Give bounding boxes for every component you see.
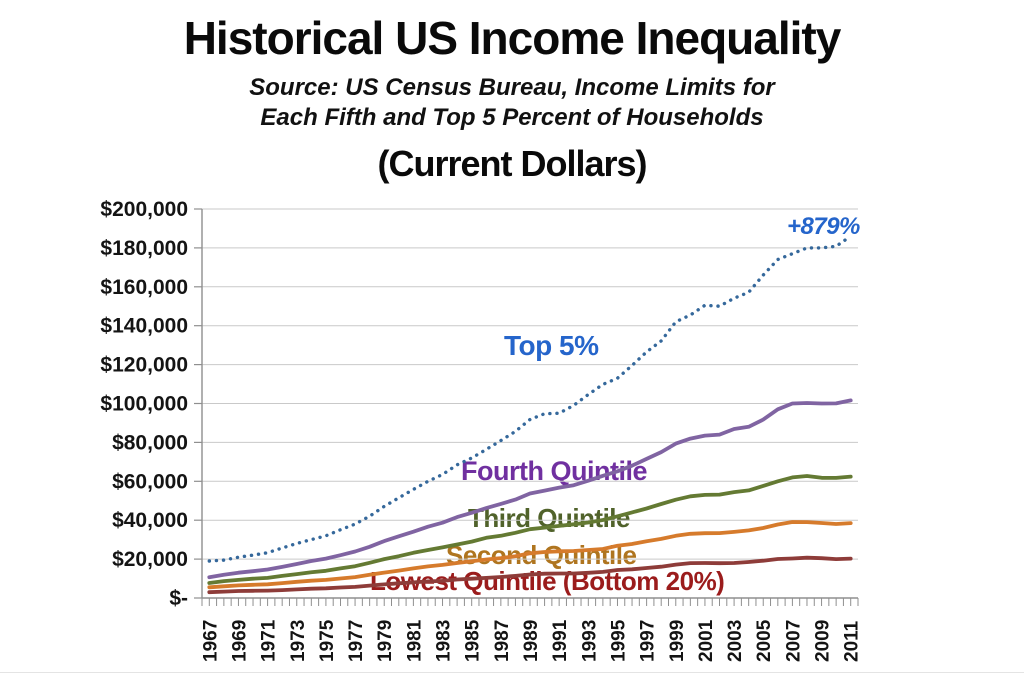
y-axis-tick-label: $160,000: [100, 276, 188, 299]
x-axis-tick-label: 1983: [434, 620, 455, 662]
series-label-top-5: Top 5%: [504, 330, 599, 361]
y-axis-tick-label: $100,000: [100, 393, 188, 416]
y-axis-tick-label: $120,000: [100, 354, 188, 377]
x-axis-tick-label: 1993: [579, 620, 600, 662]
x-axis-tick-label: 1967: [200, 620, 221, 662]
x-axis-tick-label: 1989: [521, 620, 542, 662]
x-axis-tick-label: 2003: [725, 620, 746, 662]
bottom-divider: [0, 672, 1024, 673]
x-axis-tick-label: 1971: [259, 619, 280, 662]
x-axis-tick-label: 1969: [229, 620, 250, 662]
x-axis-tick-label: 2009: [813, 620, 834, 662]
x-axis-tick-label: 1987: [492, 620, 513, 662]
chart-units-note: (Current Dollars): [377, 143, 647, 184]
x-axis-tick-label: 2007: [783, 620, 804, 662]
y-axis-tick-label: $140,000: [100, 315, 188, 338]
y-axis-tick-label: $-: [169, 587, 188, 610]
x-axis-tick-label: 1997: [638, 620, 659, 662]
y-axis-tick-label: $20,000: [112, 548, 188, 571]
growth-annotation: +879%: [787, 213, 860, 240]
x-axis-tick-label: 1975: [317, 619, 338, 662]
x-axis-tick-label: 1979: [375, 620, 396, 662]
x-axis-tick-label: 1977: [346, 620, 367, 662]
y-axis-tick-label: $60,000: [112, 470, 188, 493]
y-axis-tick-label: $180,000: [100, 237, 188, 260]
x-axis-tick-label: 1985: [463, 619, 484, 662]
x-axis-tick-label: 2005: [754, 619, 775, 662]
x-axis-tick-label: 1991: [550, 619, 571, 662]
y-axis-tick-label: $200,000: [100, 198, 188, 221]
series-label-third-quintile: Third Quintile: [468, 503, 631, 533]
y-axis-tick-label: $40,000: [112, 509, 188, 532]
chart-title: Historical US Income Inequality: [183, 12, 842, 64]
chart-source-line1: Source: US Census Bureau, Income Limits …: [249, 74, 775, 101]
y-axis-tick-label: $80,000: [112, 431, 188, 454]
x-axis-tick-label: 1981: [404, 619, 425, 662]
chart-source-line2: Each Fifth and Top 5 Percent of Househol…: [260, 104, 764, 131]
series-label-lowest-quintile: Lowest Quintile (Bottom 20%): [370, 566, 725, 596]
x-axis-tick-label: 1995: [608, 619, 629, 662]
x-axis-tick-label: 1999: [667, 620, 688, 662]
x-axis-tick-label: 2001: [696, 619, 717, 662]
x-axis-tick-label: 2011: [842, 620, 863, 662]
x-axis-tick-label: 1973: [288, 620, 309, 662]
series-label-fourth-quintile: Fourth Quintile: [461, 456, 647, 486]
